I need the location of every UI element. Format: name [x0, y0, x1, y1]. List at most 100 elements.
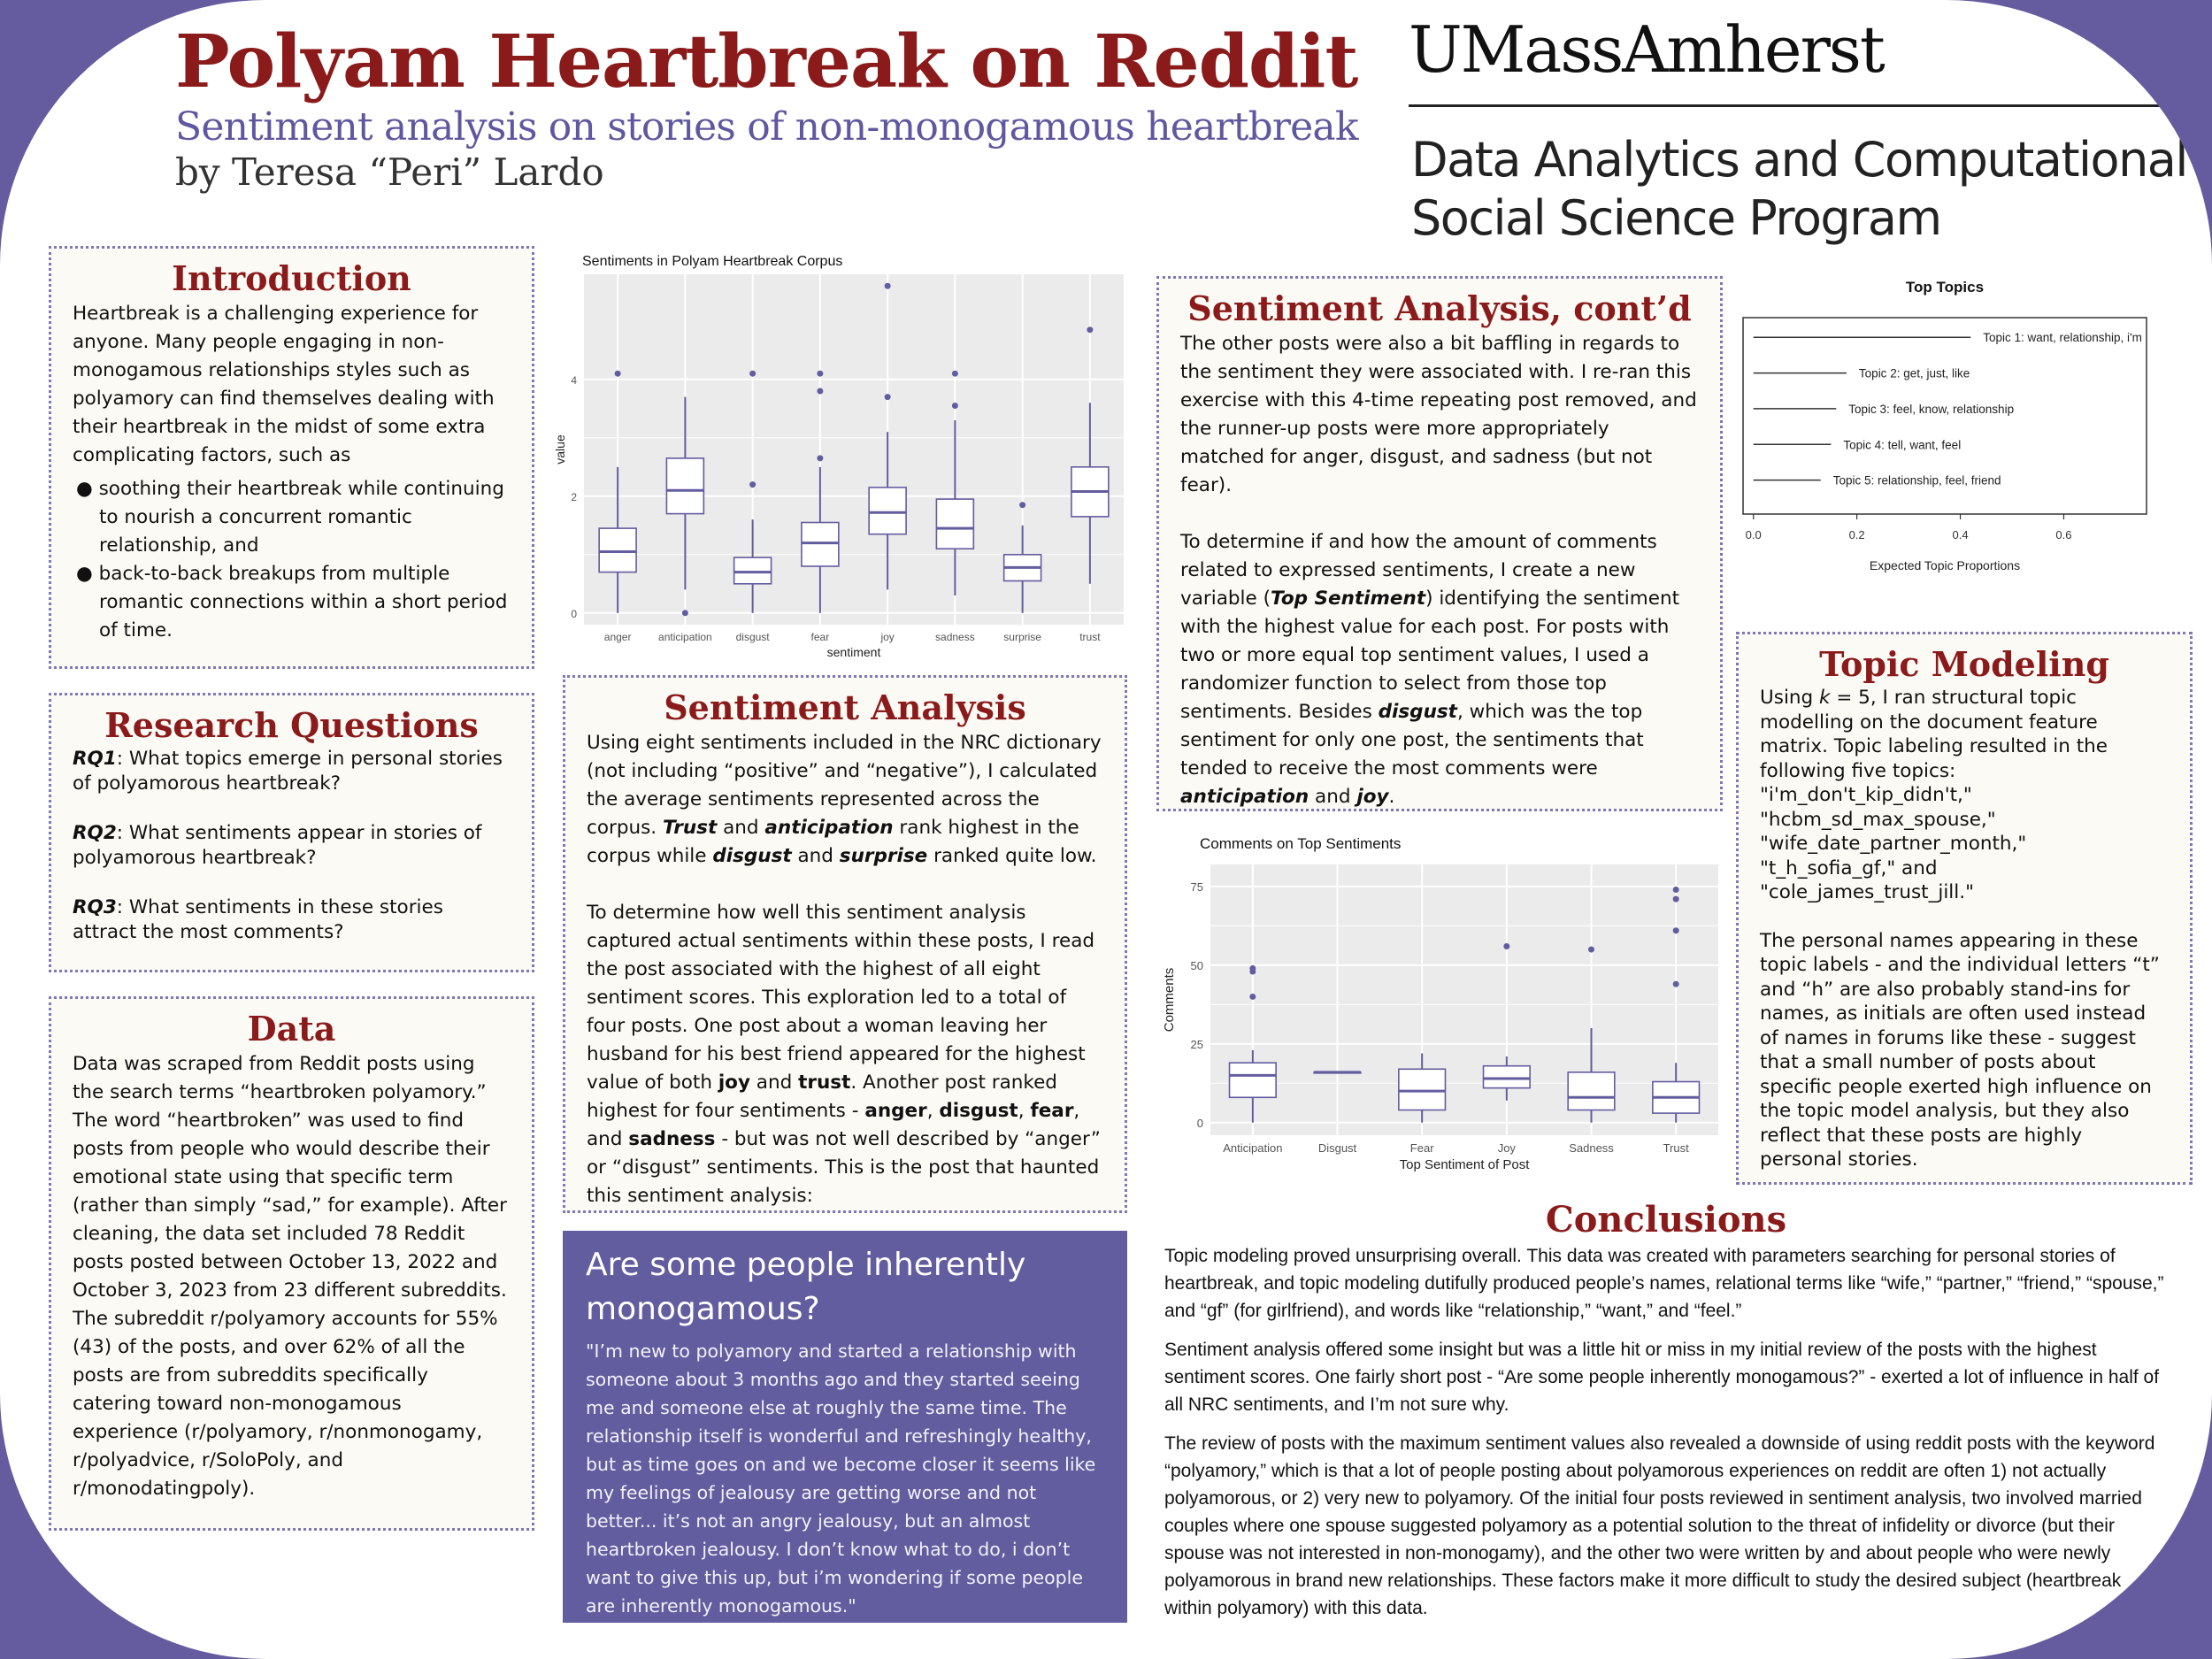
text-run: To determine how well this sentiment ana… [587, 902, 1095, 1094]
text-run: Using [1760, 687, 1820, 709]
chart-title: Sentiments in Polyam Heartbreak Corpus [582, 254, 842, 269]
program-name: Data Analytics and Computational Social … [1411, 131, 2190, 248]
program-line-1: Data Analytics and Computational [1411, 132, 2188, 188]
rq2-label: RQ2 [73, 822, 117, 844]
box [1482, 1064, 1531, 1089]
topic-paragraph-2: The personal names appearing in these to… [1760, 929, 2160, 1171]
emph-run: joy [1356, 786, 1389, 808]
plot-background [1210, 864, 1718, 1135]
emph-run: anticipation [764, 817, 894, 839]
y-tick-label: 4 [571, 374, 577, 387]
outlier-point [614, 370, 621, 377]
rq3-text: : What sentiments in these stories attra… [73, 896, 443, 943]
conclusions-body: Topic modeling proved unsurprising overa… [1164, 1242, 2164, 1633]
topic-label: Topic 3: feel, know, relationship [1848, 403, 2014, 416]
emph-run: Top Sentiment [1270, 588, 1426, 610]
outlier-point [1249, 993, 1256, 1000]
bullet-item: ● soothing their heartbreak while contin… [76, 478, 504, 557]
bold-run: sadness [628, 1128, 716, 1150]
outlier-point [1503, 943, 1510, 950]
program-line-2: Social Science Program [1411, 190, 1942, 246]
plot-background [584, 274, 1124, 625]
text-run: and [791, 845, 840, 867]
outlier-point [1249, 964, 1256, 972]
outlier-point [1588, 946, 1594, 953]
box [935, 498, 975, 550]
x-tick-label: Sadness [1569, 1141, 1614, 1155]
comments-boxplot: Comments on Top Sentiments 0 25 50 75 Anticip… [1162, 835, 1718, 1172]
sentiment-contd-paragraph-1: The other posts were also a bit baffling… [1180, 333, 1697, 496]
text-run: ranked quite low. [927, 845, 1097, 867]
data-text: Data was scraped from Reddit posts using… [73, 1053, 507, 1500]
top-topics-chart: Top Topics Topic 1: want, relationship, i… [1742, 279, 2147, 572]
x-axis-label: Expected Topic Proportions [1870, 558, 2020, 572]
sentiment-paragraph-1: Using eight sentiments included in the N… [587, 729, 1103, 871]
text-run: and [1309, 786, 1357, 808]
data-heading: Data [247, 1009, 336, 1048]
x-tick-label: Disgust [1318, 1141, 1357, 1155]
outlier-point [817, 455, 824, 462]
introduction-text: Heartbreak is a challenging experience f… [73, 303, 495, 466]
outlier-point [817, 388, 824, 395]
sentiment-contd-paragraph-2: To determine if and how the amount of co… [1180, 528, 1699, 811]
text-run: To determine if and how the amount of co… [1180, 531, 1657, 610]
sentiment-contd-panel: Sentiment Analysis, cont’d The other pos… [1156, 276, 1723, 811]
outlier-point [1672, 927, 1679, 934]
text-run: , and [587, 1100, 1080, 1150]
emph-run: anticipation [1180, 786, 1310, 808]
text-run: , [1018, 1100, 1031, 1122]
text-run: and [717, 817, 765, 839]
conclusions-heading: Conclusions [1545, 1199, 1787, 1240]
x-tick-label: disgust [736, 631, 771, 643]
topic-label: Topic 5: relationship, feel, friend [1833, 474, 2001, 488]
sentiment-analysis-heading: Sentiment Analysis [664, 687, 1026, 727]
x-tick-label: 0.4 [1952, 528, 1968, 541]
outlier-point [1019, 502, 1026, 509]
bold-run: fear [1030, 1100, 1074, 1122]
sentiment-paragraph-2: To determine how well this sentiment ana… [587, 899, 1103, 1210]
emph-run: disgust [712, 845, 792, 867]
x-tick-label: 0.0 [1746, 528, 1762, 541]
topic-label: "wife_date_partner_month," [1760, 833, 2027, 855]
text-run: Using eight sentiments included in the N… [587, 732, 1102, 839]
topic-label: "hcbm_sd_max_spouse," [1760, 808, 1996, 831]
bold-run: joy [718, 1071, 750, 1094]
bold-run: disgust [939, 1100, 1018, 1122]
outlier-point [1087, 326, 1094, 334]
y-tick-label: 50 [1191, 959, 1203, 972]
x-tick-label: 0.6 [2055, 528, 2071, 541]
conclusions-paragraph: The review of posts with the maximum sen… [1164, 1433, 2155, 1618]
x-tick-label: trust [1079, 631, 1101, 643]
box [868, 487, 907, 535]
bold-run: anger [864, 1100, 927, 1122]
text-run: , which was the top sentiment for only o… [1180, 701, 1644, 780]
emph-run: Trust [662, 817, 718, 839]
quote-text: "I’m new to polyamory and started a rela… [586, 1340, 1096, 1617]
conclusions-paragraph: Sentiment analysis offered some insight … [1164, 1340, 2160, 1415]
institution-logo: UMassAmherst [1409, 12, 1886, 87]
x-tick-label: Fear [1410, 1141, 1434, 1155]
outlier-point [817, 370, 824, 377]
topic-paragraph-1: Using k = 5, I ran structural topic mode… [1760, 686, 2169, 783]
poster-subtitle: Sentiment analysis on stories of non-mon… [175, 104, 1358, 150]
box [1228, 1062, 1277, 1099]
rq1: RQ1: What topics emerge in personal stor… [73, 747, 511, 796]
y-tick-label: 0 [571, 608, 577, 620]
x-tick-label: Anticipation [1223, 1141, 1282, 1155]
outlier-point [1672, 886, 1679, 893]
rq3-label: RQ3 [73, 896, 117, 918]
text-run: . [1388, 786, 1395, 808]
introduction-heading: Introduction [172, 258, 411, 298]
sentiments-boxplot: Sentiments in Polyam Heartbreak Corpus 0 2… [553, 254, 1124, 659]
x-tick-label: fear [811, 631, 830, 643]
outlier-point [749, 481, 757, 488]
x-axis-label: Top Sentiment of Post [1400, 1157, 1531, 1172]
box [801, 521, 840, 567]
topic-label: "cole_james_trust_jill." [1760, 881, 1974, 903]
rq3: RQ3: What sentiments in these stories at… [73, 895, 511, 945]
x-tick-label: anger [604, 631, 632, 643]
box [1398, 1068, 1447, 1111]
rq1-label: RQ1 [73, 748, 117, 770]
chart-title: Top Topics [1906, 279, 1984, 296]
